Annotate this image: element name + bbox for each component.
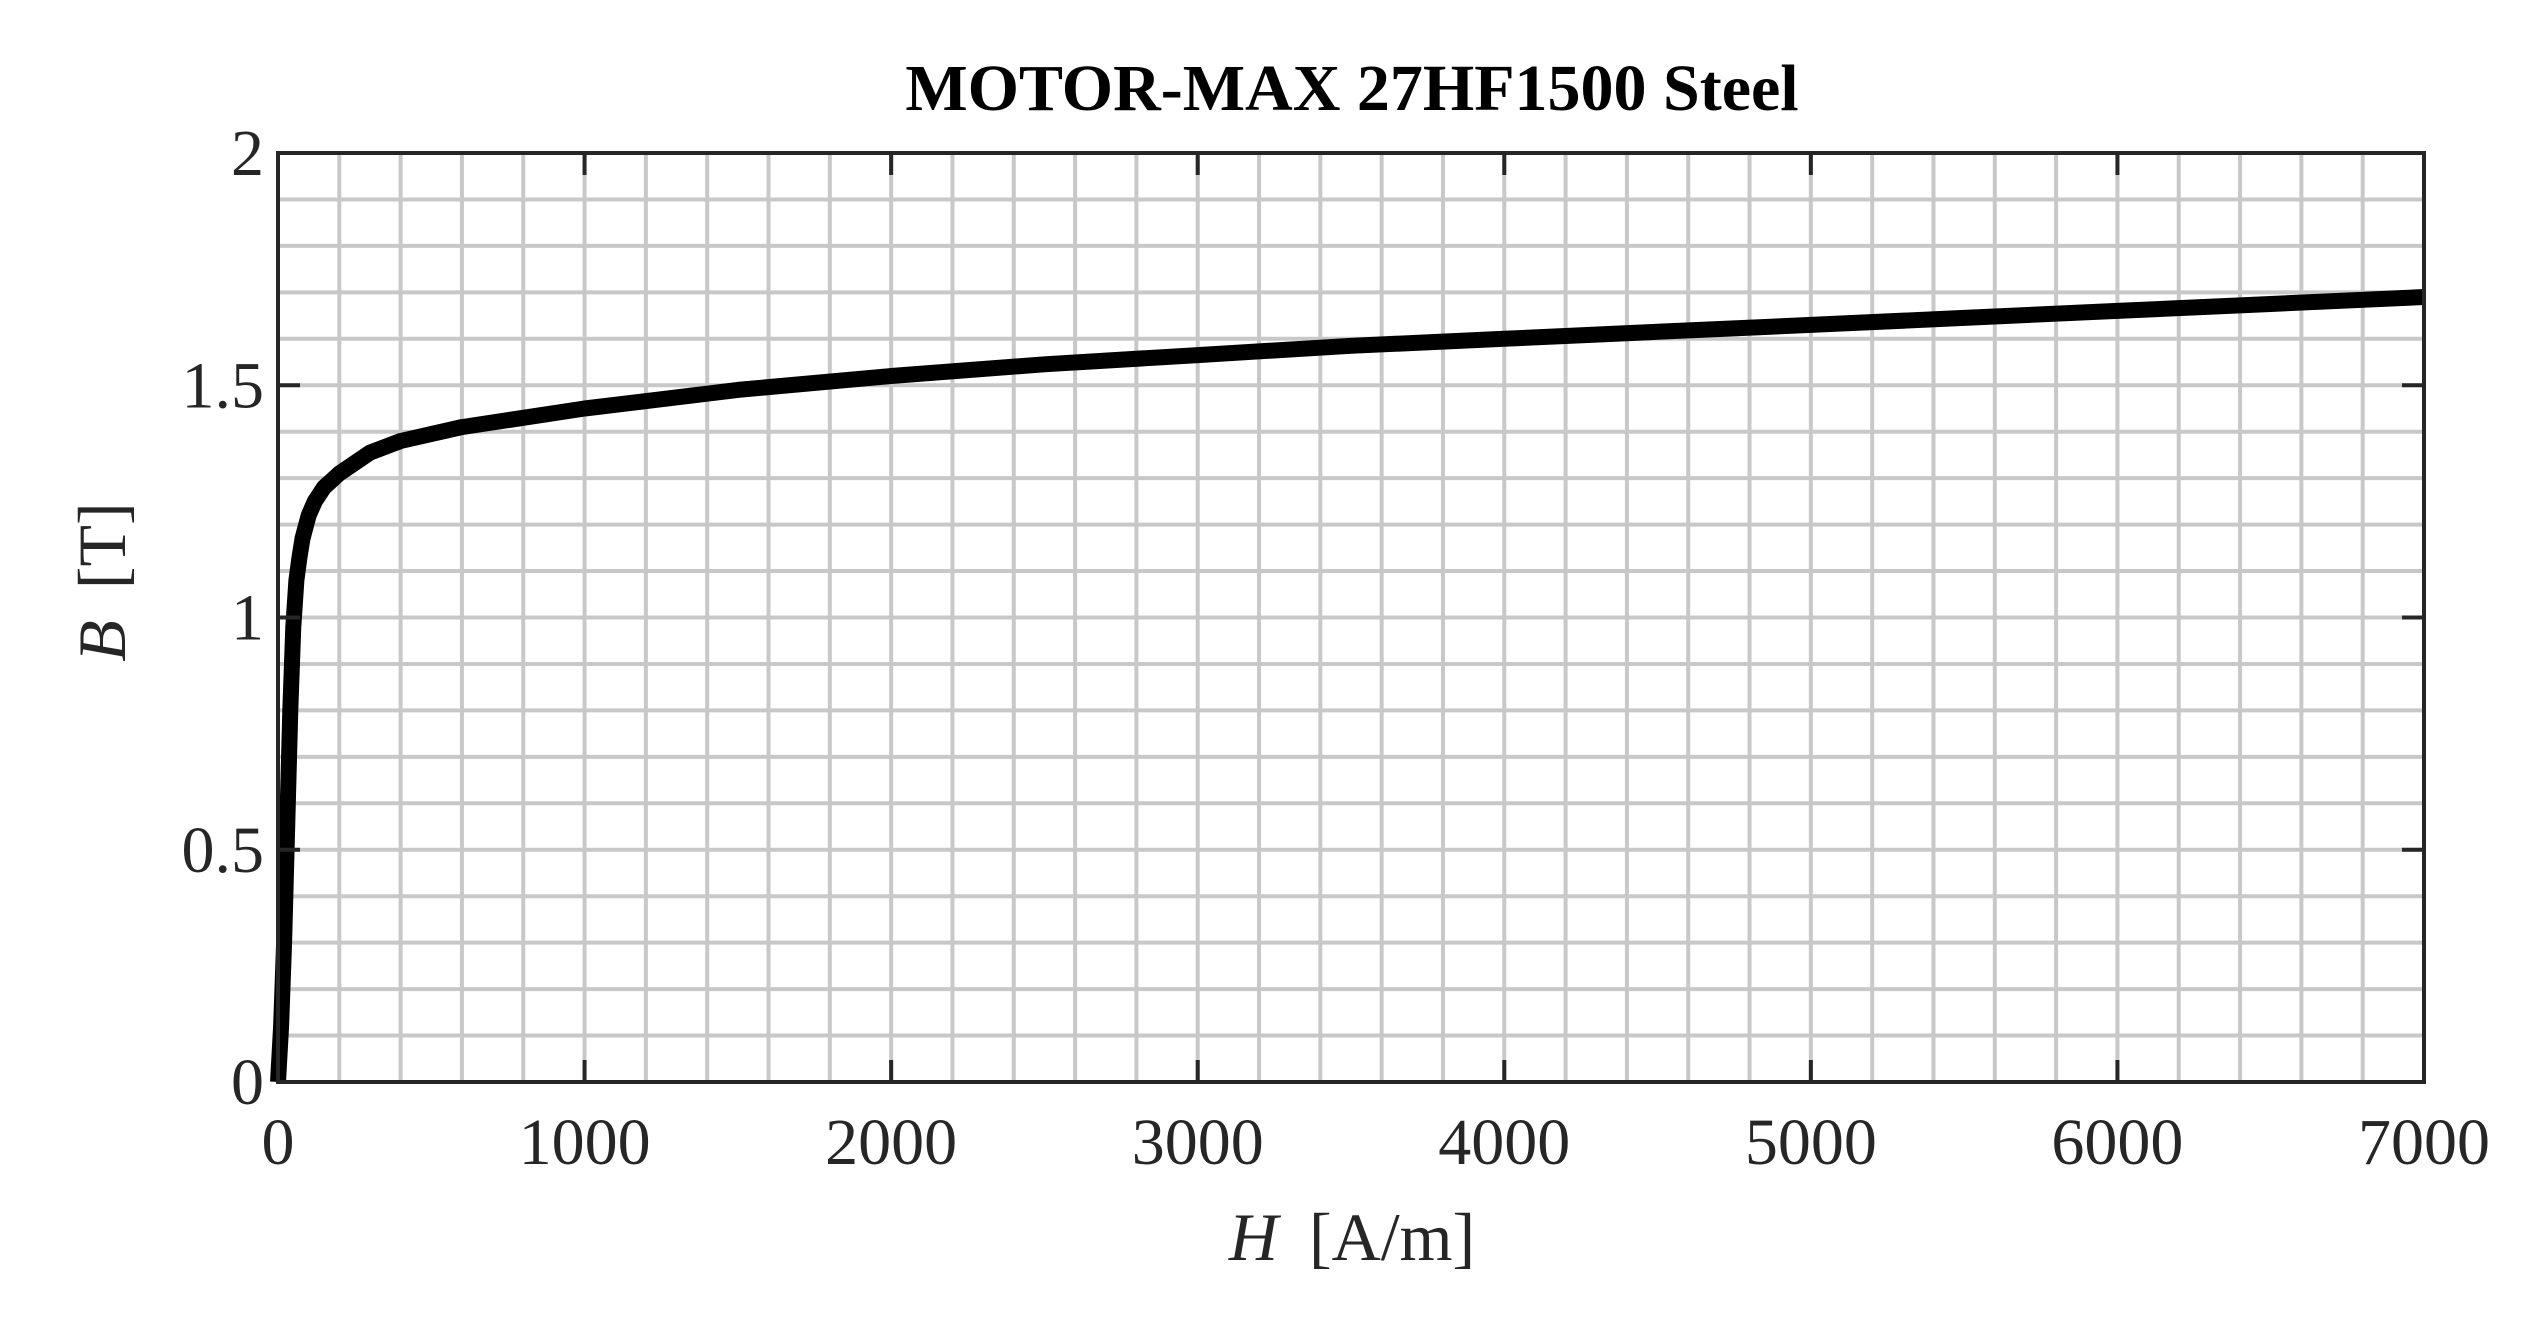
x-tick-label: 4000: [1438, 1106, 1570, 1179]
x-tick-label: 3000: [1132, 1106, 1264, 1179]
y-tick-label: 1.5: [182, 349, 265, 422]
y-axis-label: B [T]: [64, 502, 140, 661]
y-tick-label: 1: [231, 582, 264, 655]
y-tick-label: 0: [231, 1046, 264, 1119]
bh-curve-line: [270, 289, 2425, 1083]
x-axis-label: H [A/m]: [1228, 1199, 1475, 1275]
x-axis-unit: [A/m]: [1309, 1199, 1475, 1275]
label-layer: MOTOR-MAX 27HF1500 Steel H [A/m] B [T]: [64, 52, 1799, 1275]
x-tick-label: 1000: [519, 1106, 651, 1179]
x-tick-label: 7000: [2358, 1106, 2490, 1179]
y-tick-label: 2: [231, 117, 264, 190]
x-axis-variable: H: [1228, 1199, 1282, 1275]
x-tick-label: 5000: [1745, 1106, 1877, 1179]
y-tick-label: 0.5: [182, 814, 265, 887]
y-axis-unit: [T]: [64, 502, 140, 589]
x-tick-label: 6000: [2051, 1106, 2183, 1179]
grid-layer: [276, 151, 2426, 1084]
series-layer: [270, 289, 2425, 1083]
x-tick-label: 2000: [825, 1106, 957, 1179]
chart-title: MOTOR-MAX 27HF1500 Steel: [905, 52, 1798, 125]
tick-layer: 0 1000 2000 3000 4000 5000 6000 7000 0 0.5 1 1.5 2: [182, 117, 2491, 1179]
x-tick-label: 0: [262, 1106, 295, 1179]
y-axis-variable: B: [64, 620, 140, 662]
